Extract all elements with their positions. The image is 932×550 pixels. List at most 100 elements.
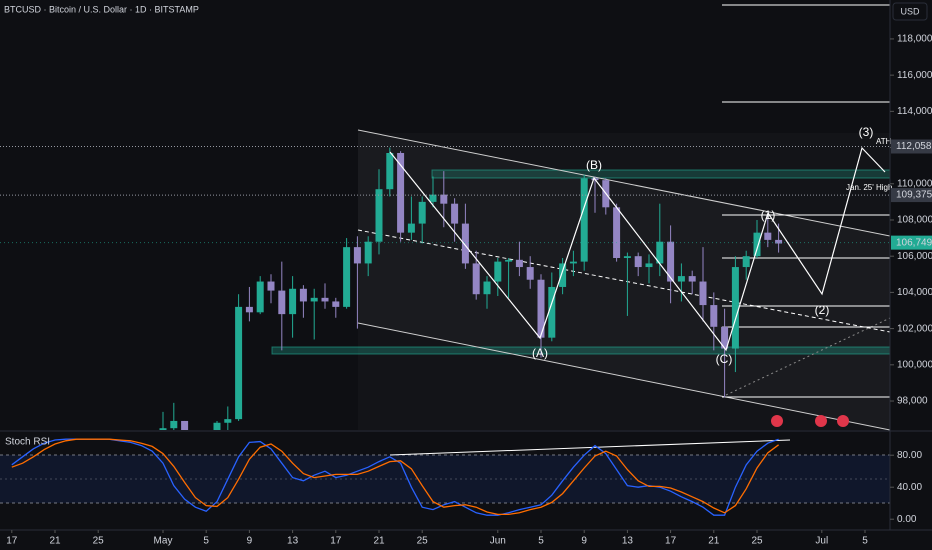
x-tick-label: 9 — [247, 536, 253, 547]
candle-body — [364, 241, 372, 264]
candles — [0, 146, 890, 430]
candle-body — [515, 259, 523, 268]
x-tick-label: Jun — [490, 536, 506, 547]
candle-body — [505, 259, 513, 262]
candle-body — [245, 306, 253, 313]
candle-body — [170, 420, 178, 429]
mid-line — [357, 229, 891, 333]
candle-body — [418, 201, 426, 224]
event-icon[interactable] — [815, 415, 827, 427]
candle-body — [451, 203, 459, 224]
candle-body — [310, 297, 318, 302]
candle-body — [775, 239, 783, 244]
candle-body — [321, 297, 329, 302]
candle-body — [267, 281, 275, 291]
event-icon[interactable] — [771, 415, 783, 427]
y-tick-label: 110,000 — [897, 178, 932, 189]
wave-label: (A) — [532, 346, 548, 360]
event-icons — [771, 415, 849, 427]
stoch-trendline — [389, 439, 791, 456]
candle-body — [397, 152, 405, 233]
price-label-box — [891, 188, 932, 203]
price-label-box — [891, 235, 932, 250]
x-tick-label: 21 — [373, 536, 385, 547]
candle-body — [548, 286, 556, 338]
x-tick-label: 5 — [538, 536, 544, 547]
price-label-box — [891, 139, 932, 154]
y-tick-label: 118,000 — [897, 34, 932, 45]
x-tick-label: May — [154, 536, 173, 547]
jan-high-label: Jan. 25' High — [846, 183, 892, 192]
candle-body — [764, 232, 772, 240]
candle-body — [721, 326, 729, 349]
currency-button[interactable] — [892, 2, 928, 21]
price-label: 106,749 — [896, 237, 932, 248]
candle-body — [623, 256, 631, 258]
candle-body — [386, 152, 394, 190]
price-label: 109,375 — [896, 190, 932, 201]
candle-body — [645, 263, 653, 268]
candle-body — [181, 420, 189, 430]
candle-body — [407, 223, 415, 233]
support-zone — [271, 346, 891, 355]
x-tick-label: 5 — [862, 536, 868, 547]
x-tick-label: 9 — [581, 536, 587, 547]
y-tick-label: 98,000 — [897, 396, 928, 407]
x-tick-label: 13 — [622, 536, 634, 547]
candle-body — [224, 419, 232, 423]
candle-body — [494, 261, 502, 282]
candle-body — [429, 194, 437, 202]
candle-body — [667, 241, 675, 282]
candle-body — [613, 207, 621, 258]
candle-body — [559, 263, 567, 287]
candle-body — [483, 281, 491, 295]
wave-label: (B) — [586, 158, 602, 172]
y-tick-label: 40.00 — [897, 482, 922, 493]
candle-body — [472, 263, 480, 295]
x-tick-label: 17 — [665, 536, 677, 547]
y-tick-label: 0.00 — [897, 514, 917, 525]
candle-body — [699, 281, 707, 306]
y-tick-label: 80.00 — [897, 450, 922, 461]
candle-body — [278, 290, 286, 315]
channel-bottom — [357, 322, 891, 431]
stoch-title: Stoch RSI — [5, 437, 50, 448]
candle-body — [569, 261, 577, 264]
candle-body — [461, 223, 469, 264]
wave-label: (C) — [716, 352, 733, 366]
price-label: 112,058 — [896, 141, 932, 152]
wave-label: (3) — [859, 125, 874, 139]
candle-body — [289, 288, 297, 315]
wave-label: (1) — [761, 208, 776, 222]
candle-body — [753, 232, 761, 257]
event-icon[interactable] — [837, 415, 849, 427]
candle-body — [634, 256, 642, 268]
x-tick-label: 13 — [287, 536, 299, 547]
candle-body — [688, 276, 696, 282]
ath-label: ATH — [876, 137, 892, 146]
candle-body — [332, 301, 340, 307]
candle-body — [656, 241, 664, 264]
candle-body — [580, 178, 588, 262]
candle-body — [256, 281, 264, 313]
x-tick-label: 21 — [49, 536, 61, 547]
candle-body — [213, 422, 221, 430]
y-tick-label: 116,000 — [897, 70, 932, 81]
x-tick-label: 5 — [203, 536, 209, 547]
candle-body — [526, 267, 534, 280]
axes: 98,000 100,000 102,000 104,000 106,000 108,00… — [6, 34, 932, 547]
candle-body — [537, 279, 545, 338]
levels — [722, 4, 890, 398]
candle-body — [710, 305, 718, 327]
candle-body — [731, 267, 739, 349]
candle-body — [353, 247, 361, 264]
wave-path — [389, 146, 886, 352]
stoch-line — [11, 438, 779, 516]
resistance-zone — [431, 169, 891, 179]
trend-line — [725, 317, 891, 396]
y-tick-label: 102,000 — [897, 323, 932, 334]
x-tick-label: 17 — [6, 536, 18, 547]
channel-top — [357, 129, 891, 237]
